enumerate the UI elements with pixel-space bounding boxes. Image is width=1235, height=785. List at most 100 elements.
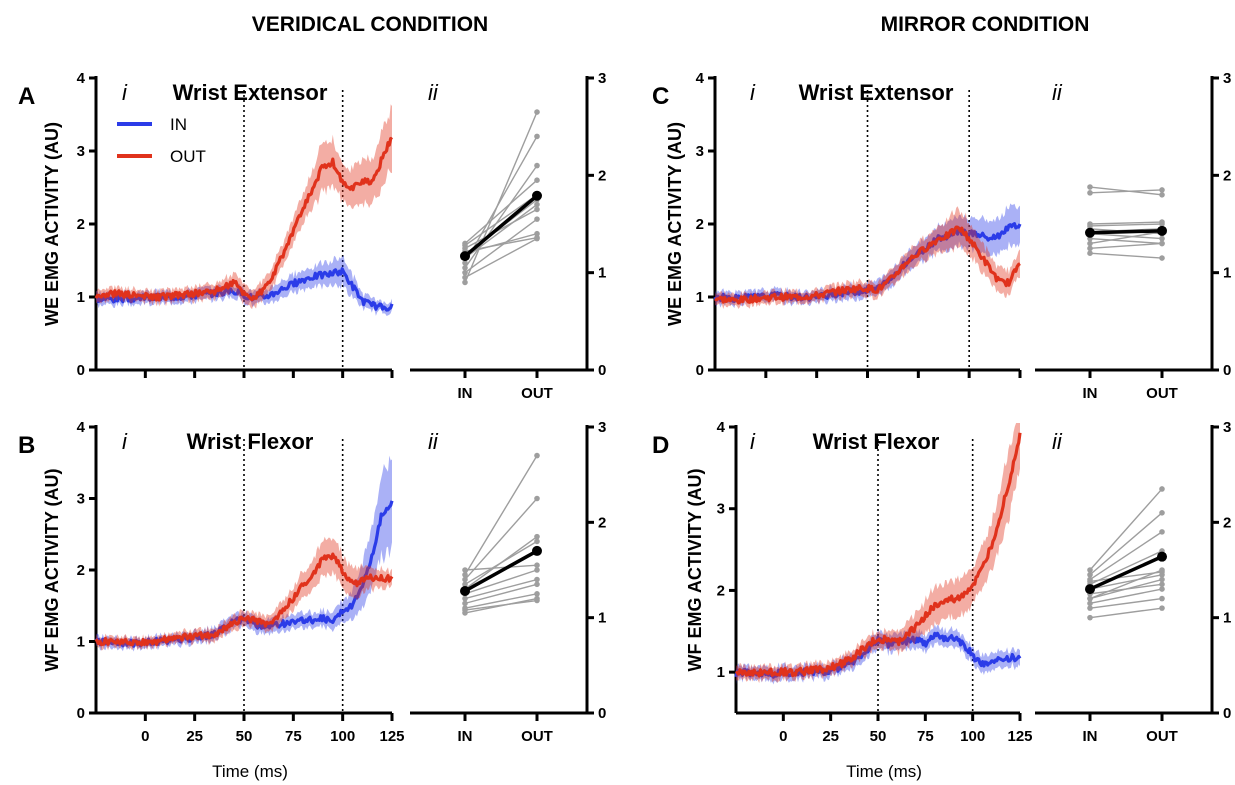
subject-line-A-ii-7	[464, 194, 538, 246]
mean-point-in-C-ii	[1085, 227, 1095, 238]
legend-label-out: OUT	[170, 147, 206, 166]
y-tick-label-B-3: 3	[77, 491, 85, 508]
subject-line-B-ii-2	[464, 593, 538, 609]
subject-line-C-ii-1	[1089, 189, 1163, 194]
subpanel-label-B-i: i	[122, 429, 128, 454]
subject-point-out-A-ii-8	[534, 177, 540, 183]
subject-point-out-B-ii-3	[534, 576, 540, 583]
x-tick-label-D-5: 125	[1007, 728, 1032, 745]
subject-line-C-ii-5	[1089, 231, 1163, 245]
subject-point-in-B-ii-7	[462, 576, 468, 583]
x-tick-label-B-1: 25	[186, 728, 203, 745]
mean-point-out-A-ii	[532, 190, 542, 201]
y-tick-label-D-ii-3: 3	[1223, 419, 1231, 436]
mean-line-D-ii	[1089, 555, 1163, 591]
x-tick-label-A-ii-0: IN	[458, 385, 473, 402]
y-tick-label-B-ii-0: 0	[598, 705, 606, 722]
subject-point-in-D-ii-1	[1087, 605, 1093, 611]
subject-line-D-ii-10	[1089, 583, 1163, 595]
subject-point-out-D-ii-11	[1159, 569, 1165, 575]
subject-point-out-C-ii-1	[1159, 187, 1165, 193]
mean-point-out-C-ii	[1157, 225, 1167, 236]
subject-point-in-C-ii-5	[1087, 240, 1093, 247]
subject-point-out-B-ii-4	[534, 567, 540, 573]
subject-point-out-C-ii-4	[1159, 235, 1165, 242]
subpanel-label-D-ii: ii	[1052, 429, 1063, 454]
subject-point-out-D-ii-1	[1159, 595, 1165, 602]
x-tick-label-B-ii-1: OUT	[521, 728, 553, 745]
panel-title-B: Wrist Flexor	[187, 429, 314, 454]
subject-point-in-A-ii-1	[462, 269, 468, 276]
y-tick-label-A-1: 1	[77, 289, 85, 306]
y-axis-label-A: WE EMG ACTIVITY (AU)	[42, 122, 62, 326]
subpanel-label-C-ii: ii	[1052, 80, 1063, 105]
mean-point-out-D-ii	[1157, 551, 1167, 562]
mean-point-in-A-ii	[460, 251, 470, 262]
x-tick-label-D-4: 100	[960, 728, 985, 745]
subject-line-D-ii-6	[1089, 531, 1163, 581]
subject-point-in-B-ii-9	[462, 567, 468, 573]
subject-point-in-D-ii-8	[1087, 567, 1093, 573]
y-tick-label-A-ii-2: 2	[598, 167, 606, 184]
series-line-A-out	[94, 136, 394, 302]
subject-point-out-D-ii-10	[1159, 581, 1165, 588]
subject-line-C-ii-10	[1089, 223, 1163, 227]
y-tick-label-D-2: 3	[717, 501, 725, 518]
subject-point-out-B-ii-7	[534, 495, 540, 502]
x-axis-label-D: Time (ms)	[846, 762, 922, 781]
error-band-D-out	[736, 423, 1020, 684]
x-tick-label-D-ii-1: OUT	[1146, 728, 1178, 745]
subject-line-A-ii-2	[464, 165, 538, 269]
subject-point-out-B-ii-8	[534, 452, 540, 459]
y-tick-label-D-0: 1	[717, 664, 725, 681]
subject-point-out-A-ii-5	[534, 230, 540, 237]
subject-point-in-D-ii-7	[1087, 571, 1093, 578]
subject-point-in-D-ii-11	[1087, 578, 1093, 585]
subject-line-B-ii-1	[464, 599, 538, 611]
subject-point-out-A-ii-6	[534, 206, 540, 213]
subject-point-in-C-ii-7	[1087, 245, 1093, 252]
legend-label-in: IN	[170, 115, 187, 134]
subject-point-out-D-ii-6	[1159, 529, 1165, 535]
subject-point-in-B-ii-2	[462, 605, 468, 611]
x-tick-label-D-1: 25	[822, 728, 839, 745]
panel-letter-C: C	[652, 83, 669, 110]
y-tick-label-C-ii-2: 2	[1223, 167, 1231, 184]
subject-line-A-ii-5	[464, 233, 538, 254]
y-tick-label-C-0: 0	[696, 362, 704, 379]
y-axis-label-B: WF EMG ACTIVITY (AU)	[42, 469, 62, 672]
right-column-title: MIRROR CONDITION	[881, 13, 1090, 36]
subject-point-out-C-ii-6	[1159, 255, 1165, 261]
subject-line-B-ii-7	[464, 498, 538, 580]
subject-point-in-C-ii-10	[1087, 223, 1093, 229]
subject-point-in-D-ii-2	[1087, 600, 1093, 607]
x-tick-label-D-ii-0: IN	[1083, 728, 1098, 745]
subject-line-A-ii-10	[464, 236, 538, 252]
y-axis-label-C: WE EMG ACTIVITY (AU)	[665, 122, 685, 326]
panel-letter-D: D	[652, 432, 669, 459]
y-tick-label-C-ii-0: 0	[1223, 362, 1231, 379]
subject-point-in-A-ii-3	[462, 260, 468, 266]
subject-point-in-B-ii-10	[462, 600, 468, 607]
subject-line-C-ii-6	[1089, 252, 1163, 259]
subject-line-C-ii-2	[1089, 221, 1163, 225]
subject-line-C-ii-7	[1089, 242, 1163, 250]
subject-point-out-D-ii-8	[1159, 486, 1165, 492]
subject-point-in-A-ii-2	[462, 265, 468, 271]
subject-point-in-B-ii-6	[462, 581, 468, 588]
subject-point-in-D-ii-9	[1087, 595, 1093, 602]
y-tick-label-B-ii-3: 3	[598, 419, 606, 436]
y-tick-label-D-3: 4	[717, 419, 726, 436]
y-tick-label-D-ii-0: 0	[1223, 705, 1231, 722]
x-tick-label-B-ii-0: IN	[458, 728, 473, 745]
subject-point-out-B-ii-1	[534, 597, 540, 604]
panel-letter-B: B	[18, 432, 35, 459]
subject-line-D-ii-11	[1089, 571, 1163, 583]
subject-point-out-B-ii-9	[534, 562, 540, 569]
panel-title-C: Wrist Extensor	[799, 80, 954, 105]
y-tick-label-C-ii-1: 1	[1223, 265, 1231, 282]
subject-point-out-C-ii-0	[1159, 192, 1165, 198]
mean-line-C-ii	[1089, 229, 1163, 235]
